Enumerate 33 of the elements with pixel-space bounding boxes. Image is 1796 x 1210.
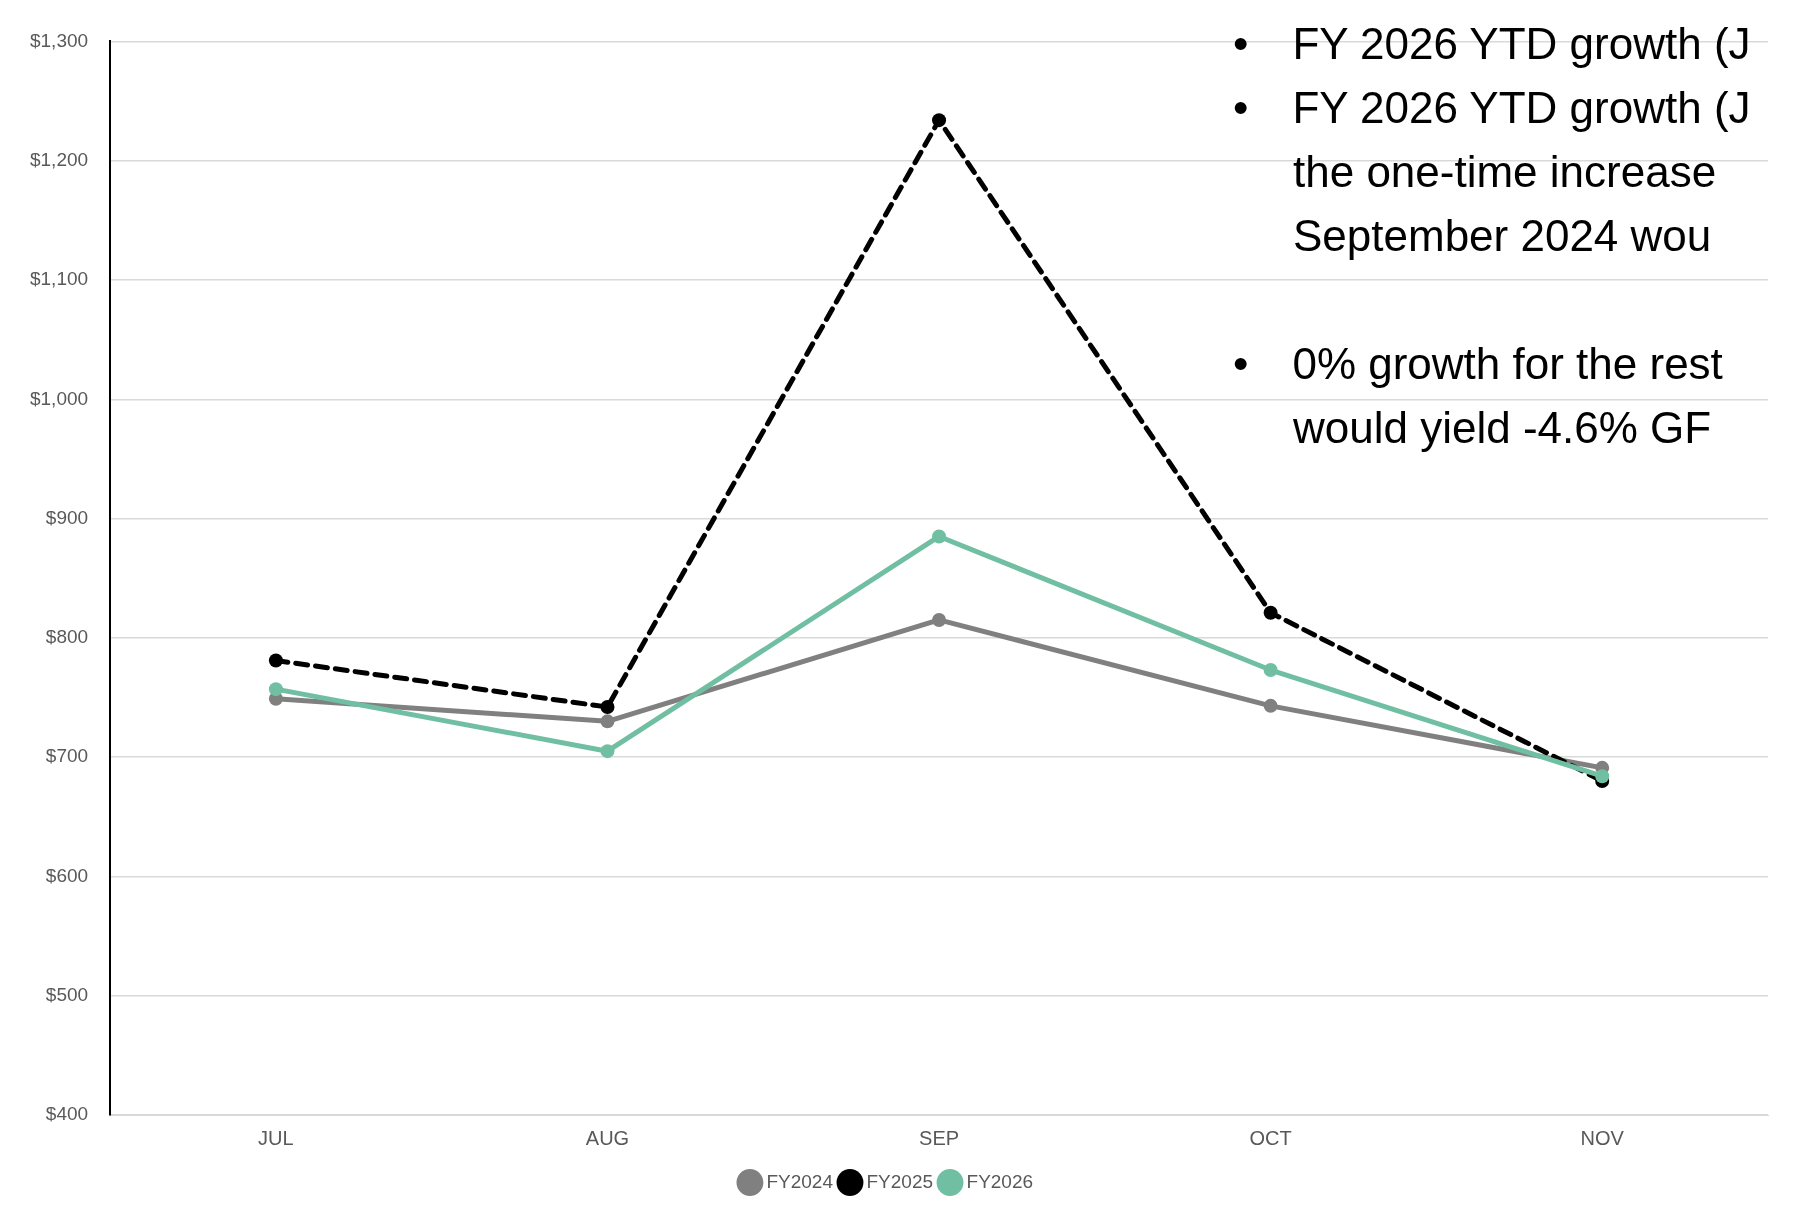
legend-label: FY2026 (966, 1170, 1034, 1192)
point (268, 653, 283, 668)
x-tick-label: NOV (1580, 1126, 1625, 1149)
point (600, 700, 615, 715)
point (932, 612, 947, 627)
point (932, 529, 947, 544)
point (268, 682, 283, 697)
y-tick-label: $1,000 (29, 387, 89, 409)
y-tick-label: $1,200 (29, 148, 89, 170)
point (1263, 698, 1278, 713)
x-tick-label: OCT (1249, 1126, 1292, 1149)
y-tick-label: $800 (45, 626, 89, 648)
legend-label: FY2025 (866, 1170, 934, 1192)
legend-label: FY2024 (766, 1170, 834, 1192)
y-tick-label: $400 (45, 1103, 89, 1125)
annotation: • FY 2026 YTD growth (J the one-time increase September 2024 wou (1233, 82, 1751, 262)
y-tick-label: $600 (45, 864, 89, 886)
point (1263, 605, 1278, 620)
y-tick-label: $1,100 (29, 268, 89, 290)
x-tick-label: SEP (919, 1126, 960, 1149)
point (1595, 769, 1610, 784)
x-tick-label: AUG (585, 1126, 630, 1149)
point (932, 113, 947, 128)
y-tick-label: $500 (45, 983, 89, 1005)
point (600, 744, 615, 759)
annotation: • 0% growth for the rest would yield -4.6% GF (1233, 338, 1724, 454)
annotation: • FY 2026 YTD growth (J (1233, 18, 1751, 70)
y-tick-label: $900 (45, 506, 89, 528)
x-tick-label: JUL (258, 1126, 294, 1149)
y-tick-label: $1,300 (29, 29, 89, 51)
point (1263, 663, 1278, 678)
y-tick-label: $700 (45, 745, 89, 767)
point (600, 714, 615, 729)
